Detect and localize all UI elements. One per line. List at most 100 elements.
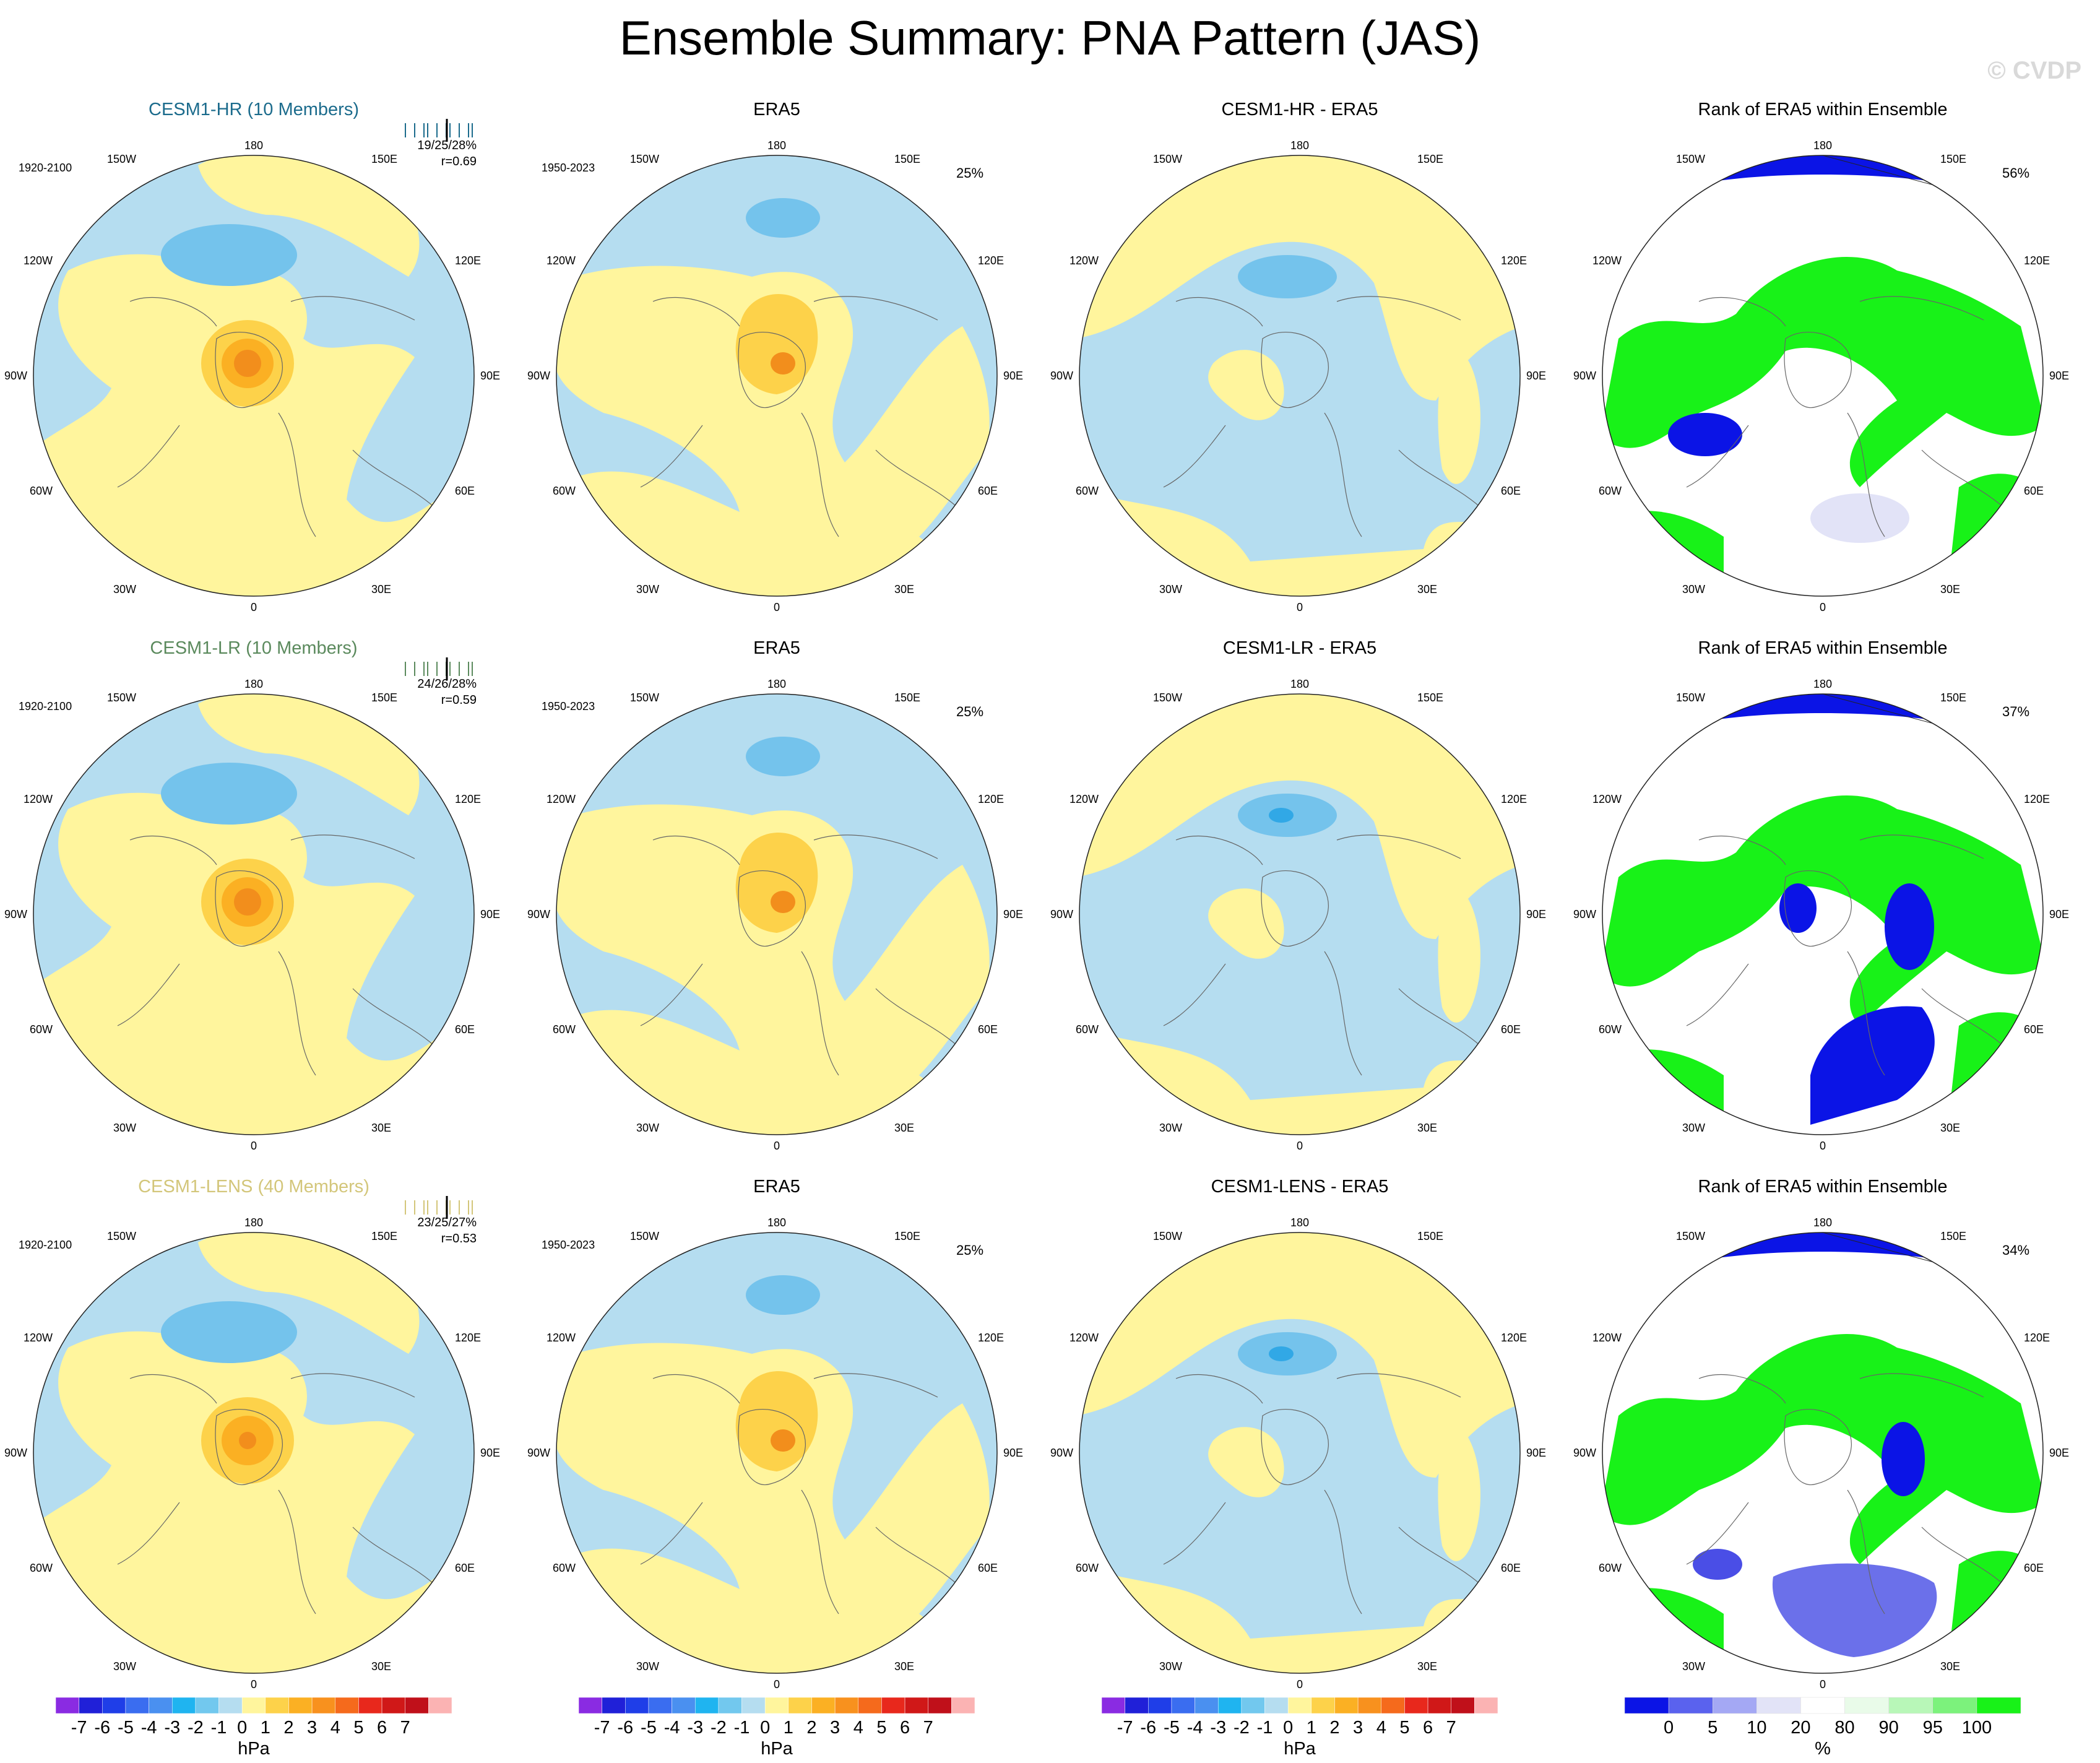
map-boundary	[1079, 155, 1521, 597]
pattern-correlation: r=0.59	[441, 693, 477, 707]
map-panel-obs-2: ERA5 180 0 90W 90E 150W 120W 150E 120E 60W 30W 60E 3…	[527, 638, 1023, 1152]
map-disk	[556, 155, 998, 597]
lon-label: 30E	[1417, 1660, 1437, 1673]
map-panel-diff-1: CESM1-HR - ERA5 180 0 90W 90E 150W 120W 150E 120…	[1050, 100, 1546, 613]
colorbar-tick-label: 1	[261, 1718, 270, 1738]
lon-label: 60E	[2024, 485, 2044, 497]
lon-label: 120E	[1501, 254, 1527, 267]
lon-label: 120E	[455, 793, 481, 805]
colorbar-swatch	[1712, 1697, 1757, 1714]
lon-label: 0	[1297, 1140, 1303, 1152]
lon-label: 90E	[2049, 1447, 2069, 1459]
map-disk	[1079, 693, 1521, 1135]
negative-core	[161, 224, 297, 286]
coastlines	[1163, 1373, 1486, 1614]
coastlines	[1163, 834, 1486, 1076]
lon-label: 90W	[527, 908, 550, 920]
lon-label: 30W	[1159, 1660, 1182, 1673]
lon-label: 150E	[1940, 153, 1966, 165]
colorbar-tick-label: -2	[188, 1718, 204, 1738]
colorbar-swatch	[672, 1697, 696, 1714]
positive-region	[33, 1331, 474, 1673]
lon-label: 30E	[1940, 1660, 1960, 1673]
lon-label: 150W	[1676, 153, 1705, 165]
lon-label: 60W	[1599, 1023, 1622, 1036]
colorbar-tick-label: -4	[664, 1718, 680, 1738]
year-range: 1920-2100	[19, 162, 72, 174]
panel-title: Rank of ERA5 within Ensemble	[1698, 638, 1948, 658]
lon-label: 90E	[1526, 1447, 1546, 1459]
colorbar-tick-label: 5	[1399, 1718, 1409, 1738]
positive-region	[1438, 349, 1480, 484]
lon-label: 30E	[1417, 583, 1437, 596]
colorbar-tick-label: 20	[1791, 1718, 1810, 1738]
lon-label: 60W	[1599, 1562, 1622, 1574]
colorbar-swatch	[1125, 1697, 1149, 1714]
lon-label: 30E	[1940, 1122, 1960, 1134]
lon-label: 30W	[636, 1122, 659, 1134]
lon-label: 60W	[553, 1023, 576, 1036]
colorbar-tick-label: 2	[283, 1718, 293, 1738]
lon-label: 90E	[480, 370, 500, 382]
lon-label: 150E	[1417, 1230, 1443, 1242]
colorbar-tick-label: 4	[1376, 1718, 1386, 1738]
lon-label: 180	[1290, 139, 1309, 152]
lon-label: 120W	[24, 1332, 53, 1344]
lon-label: 150E	[371, 1230, 397, 1242]
colorbar-swatch	[1264, 1697, 1289, 1714]
colorbar-swatch	[125, 1697, 149, 1714]
year-range: 1950-2023	[542, 1239, 595, 1251]
colorbar-swatch	[1624, 1697, 1669, 1714]
lon-label: 60W	[30, 485, 53, 497]
map-boundary	[33, 1232, 475, 1674]
colorbar-swatch	[788, 1697, 812, 1714]
rank-low-region	[1693, 1549, 1742, 1580]
pattern-stats: 24/26/28%	[417, 677, 477, 691]
lon-label: 150W	[630, 691, 659, 704]
colorbar-tick-label: 3	[307, 1718, 317, 1738]
colorbar-swatch	[55, 1697, 79, 1714]
colorbar-swatch	[195, 1697, 219, 1714]
pattern-percent: 25%	[956, 1242, 983, 1258]
lon-label: 180	[1813, 1216, 1832, 1229]
lon-label: 0	[774, 601, 780, 613]
lon-label: 90W	[527, 1447, 550, 1459]
colorbar-tick-label: -2	[711, 1718, 727, 1738]
colorbar-swatch	[1311, 1697, 1335, 1714]
lon-label: 90E	[1003, 908, 1023, 920]
lon-label: 0	[251, 1678, 257, 1691]
lon-label: 120E	[978, 254, 1004, 267]
colorbar-tick-label: 5	[353, 1718, 363, 1738]
lon-label: 120W	[24, 793, 53, 805]
year-range: 1920-2100	[19, 700, 72, 713]
colorbar-swatch	[1800, 1697, 1845, 1714]
lon-label: 90W	[4, 1447, 27, 1459]
colorbar-swatch	[288, 1697, 313, 1714]
negative-region	[1079, 241, 1520, 561]
ensemble-tick-strip	[405, 657, 473, 680]
negative-core	[161, 763, 297, 825]
lon-label: 90E	[1526, 370, 1546, 382]
positive-core	[735, 1371, 818, 1471]
lon-label: 30W	[1682, 1660, 1705, 1673]
colorbar-swatch	[858, 1697, 882, 1714]
colorbar-tick-label: -7	[1117, 1718, 1133, 1738]
positive-region	[33, 254, 474, 596]
negative-core	[161, 1301, 297, 1363]
colorbar-swatch	[265, 1697, 289, 1714]
lon-label: 180	[767, 678, 786, 690]
coastlines	[117, 834, 440, 1076]
colorbar-tick-label: 1	[784, 1718, 793, 1738]
pattern-percent: 56%	[2002, 165, 2029, 181]
lon-label: 30W	[1682, 583, 1705, 596]
colorbar-swatch	[218, 1697, 243, 1714]
positive-core	[735, 832, 818, 933]
map-disk	[1602, 693, 2044, 1135]
panel-title: ERA5	[753, 100, 800, 119]
colorbar-tick-label: -1	[1257, 1718, 1273, 1738]
lon-label: 150W	[107, 691, 136, 704]
colorbar-tick-label: -1	[211, 1718, 227, 1738]
coastlines	[1686, 834, 2009, 1076]
panel-title: CESM1-HR - ERA5	[1222, 100, 1378, 119]
